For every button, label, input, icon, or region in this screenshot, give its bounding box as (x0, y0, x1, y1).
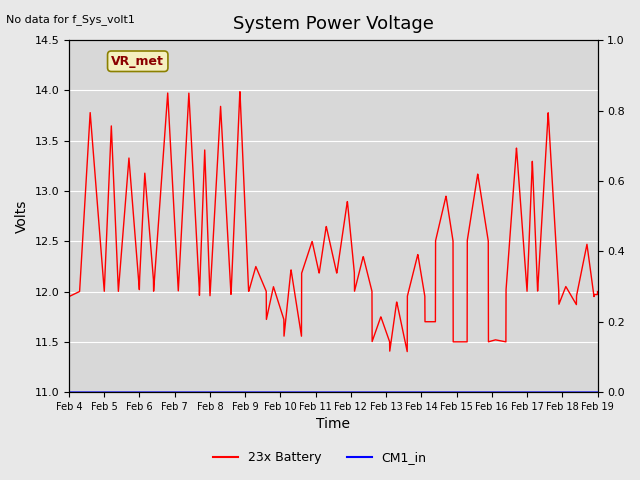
X-axis label: Time: Time (316, 418, 350, 432)
Text: VR_met: VR_met (111, 55, 164, 68)
Legend: 23x Battery, CM1_in: 23x Battery, CM1_in (208, 446, 432, 469)
Y-axis label: Volts: Volts (15, 199, 29, 233)
Text: No data for f_Sys_volt1: No data for f_Sys_volt1 (6, 14, 135, 25)
Title: System Power Voltage: System Power Voltage (233, 15, 434, 33)
